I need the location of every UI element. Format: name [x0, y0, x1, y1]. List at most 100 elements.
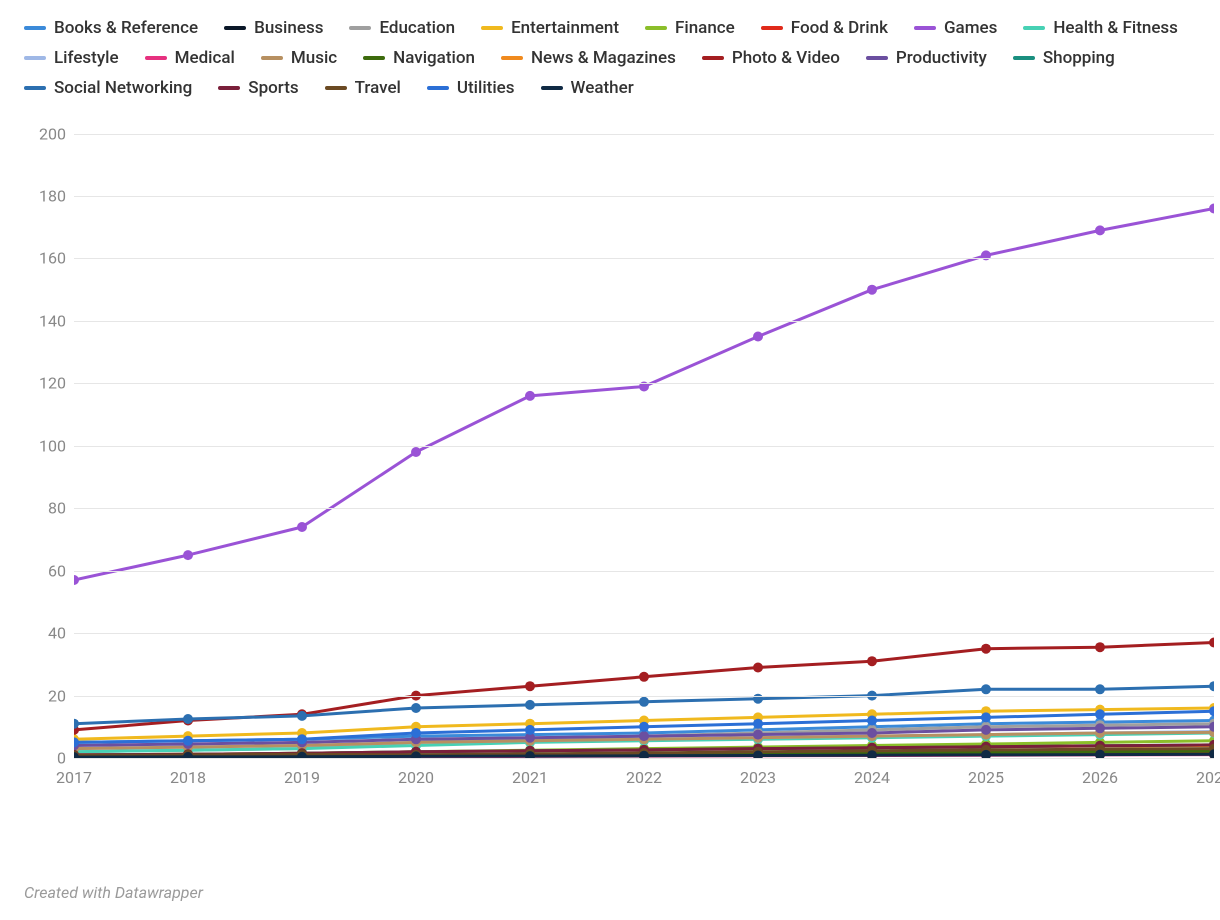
data-point[interactable]: [639, 672, 649, 682]
data-point[interactable]: [639, 731, 649, 741]
data-point[interactable]: [1209, 204, 1214, 214]
legend-item[interactable]: Weather: [541, 78, 634, 98]
data-point[interactable]: [411, 447, 421, 457]
data-point[interactable]: [981, 712, 991, 722]
legend-swatch: [145, 56, 167, 60]
data-point[interactable]: [1095, 709, 1105, 719]
legend-item[interactable]: Business: [224, 18, 323, 38]
legend-label: Food & Drink: [791, 18, 888, 38]
data-point[interactable]: [753, 332, 763, 342]
data-point[interactable]: [639, 697, 649, 707]
data-point[interactable]: [867, 716, 877, 726]
data-point[interactable]: [525, 725, 535, 735]
data-point[interactable]: [1209, 681, 1214, 691]
data-point[interactable]: [1095, 684, 1105, 694]
data-point[interactable]: [1209, 638, 1214, 648]
legend-item[interactable]: Lifestyle: [24, 48, 119, 68]
y-axis-tick-label: 100: [39, 436, 74, 455]
legend-label: Entertainment: [511, 18, 619, 38]
legend-label: News & Magazines: [531, 48, 676, 68]
legend-label: Weather: [571, 78, 634, 98]
data-point[interactable]: [981, 725, 991, 735]
x-axis-tick-label: 2021: [512, 758, 548, 787]
data-point[interactable]: [525, 391, 535, 401]
data-point[interactable]: [297, 522, 307, 532]
legend-swatch: [866, 56, 888, 60]
data-point[interactable]: [753, 663, 763, 673]
legend-item[interactable]: Education: [349, 18, 455, 38]
data-point[interactable]: [183, 736, 193, 746]
legend-swatch: [761, 26, 783, 30]
data-point[interactable]: [525, 681, 535, 691]
x-axis-tick-label: 2026: [1082, 758, 1118, 787]
data-point[interactable]: [753, 719, 763, 729]
data-point[interactable]: [183, 714, 193, 724]
legend-swatch: [24, 86, 46, 90]
gridline: [74, 633, 1214, 634]
data-point[interactable]: [183, 550, 193, 560]
data-point[interactable]: [74, 719, 79, 729]
x-axis-tick-label: 2027: [1196, 758, 1220, 787]
legend-item[interactable]: News & Magazines: [501, 48, 676, 68]
legend-item[interactable]: Navigation: [363, 48, 475, 68]
legend-swatch: [481, 26, 503, 30]
legend-label: Health & Fitness: [1053, 18, 1178, 38]
gridline: [74, 321, 1214, 322]
legend-item[interactable]: Music: [261, 48, 337, 68]
legend-item[interactable]: Productivity: [866, 48, 987, 68]
legend-item[interactable]: Games: [914, 18, 997, 38]
gridline: [74, 508, 1214, 509]
legend-item[interactable]: Food & Drink: [761, 18, 888, 38]
legend-swatch: [1013, 56, 1035, 60]
data-point[interactable]: [525, 700, 535, 710]
data-point[interactable]: [981, 644, 991, 654]
legend-item[interactable]: Photo & Video: [702, 48, 840, 68]
legend-item[interactable]: Sports: [218, 78, 298, 98]
y-axis-tick-label: 200: [39, 124, 74, 143]
legend-swatch: [224, 26, 246, 30]
gridline: [74, 258, 1214, 259]
legend-item[interactable]: Social Networking: [24, 78, 192, 98]
data-point[interactable]: [1095, 723, 1105, 733]
data-point[interactable]: [867, 728, 877, 738]
legend-label: Shopping: [1043, 48, 1115, 68]
legend-label: Social Networking: [54, 78, 192, 98]
y-axis-tick-label: 40: [48, 624, 74, 643]
chart-wrapper: Books & Reference Business Education Entert…: [0, 0, 1220, 920]
data-point[interactable]: [74, 575, 79, 585]
legend-item[interactable]: Finance: [645, 18, 735, 38]
data-point[interactable]: [753, 730, 763, 740]
legend-label: Productivity: [896, 48, 987, 68]
legend-item[interactable]: Shopping: [1013, 48, 1115, 68]
legend-label: Photo & Video: [732, 48, 840, 68]
legend-label: Education: [379, 18, 455, 38]
data-point[interactable]: [297, 711, 307, 721]
data-point[interactable]: [867, 285, 877, 295]
gridline: [74, 446, 1214, 447]
chart-svg: [74, 118, 1214, 758]
data-point[interactable]: [1095, 225, 1105, 235]
legend-label: Sports: [248, 78, 298, 98]
data-point[interactable]: [867, 656, 877, 666]
data-point[interactable]: [411, 703, 421, 713]
legend-label: Business: [254, 18, 323, 38]
legend-label: Finance: [675, 18, 735, 38]
gridline: [74, 196, 1214, 197]
gridline: [74, 696, 1214, 697]
legend-swatch: [218, 86, 240, 90]
legend-swatch: [427, 86, 449, 90]
x-axis-tick-label: 2024: [854, 758, 890, 787]
data-point[interactable]: [411, 728, 421, 738]
data-point[interactable]: [981, 684, 991, 694]
legend-item[interactable]: Utilities: [427, 78, 515, 98]
legend-swatch: [24, 56, 46, 60]
legend-item[interactable]: Medical: [145, 48, 235, 68]
data-point[interactable]: [639, 722, 649, 732]
legend-item[interactable]: Entertainment: [481, 18, 619, 38]
legend-item[interactable]: Health & Fitness: [1023, 18, 1178, 38]
data-point[interactable]: [1095, 642, 1105, 652]
data-point[interactable]: [297, 734, 307, 744]
legend-item[interactable]: Books & Reference: [24, 18, 198, 38]
legend-item[interactable]: Travel: [325, 78, 401, 98]
legend-swatch: [914, 26, 936, 30]
